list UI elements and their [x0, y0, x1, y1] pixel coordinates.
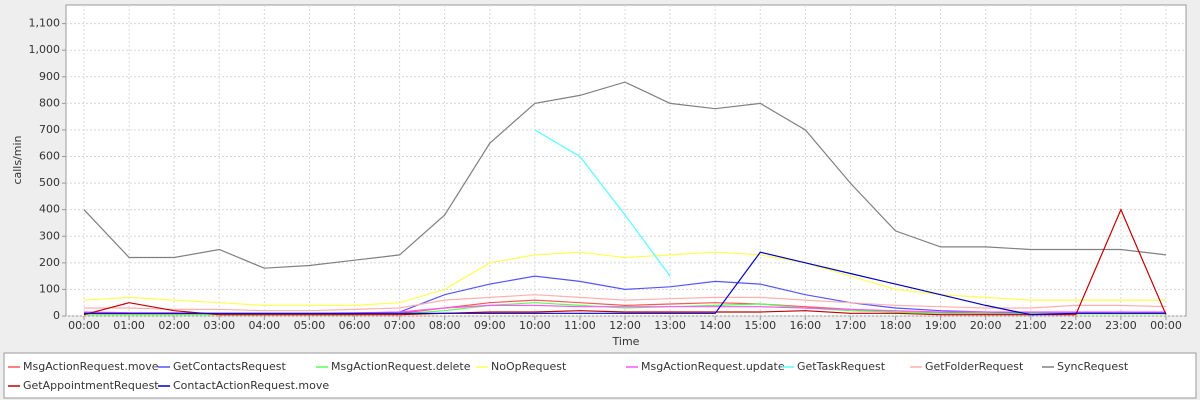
- x-tick-label: 22:00: [1060, 319, 1092, 332]
- x-tick-label: 00:00: [68, 319, 100, 332]
- x-tick-label: 10:00: [519, 319, 551, 332]
- series-line: [534, 129, 671, 277]
- plot-area: [65, 4, 1187, 317]
- y-tick-label: 900: [39, 70, 60, 83]
- series-line: [84, 251, 1166, 316]
- x-tick-label: 16:00: [789, 319, 821, 332]
- legend-label: NoOpRequest: [491, 360, 567, 373]
- y-tick-label: 1,000: [29, 43, 61, 56]
- x-tick-label: 04:00: [248, 319, 280, 332]
- series-line: [84, 294, 1167, 312]
- y-axis-title: calls/min: [11, 135, 24, 184]
- x-tick-label: 01:00: [113, 319, 145, 332]
- y-tick-label: 100: [39, 282, 60, 295]
- legend-label: MsgActionRequest.move: [23, 360, 159, 373]
- y-tick-label: 300: [39, 229, 60, 242]
- y-tick-label: 400: [39, 203, 60, 216]
- y-tick-label: 800: [39, 96, 60, 109]
- x-tick-label: 21:00: [1015, 319, 1047, 332]
- series-line: [83, 81, 1167, 269]
- legend-label: GetFolderRequest: [925, 360, 1024, 373]
- legend-label: SyncRequest: [1057, 360, 1129, 373]
- legend-label: GetAppointmentRequest: [23, 379, 159, 392]
- legend: [3, 352, 1197, 399]
- legend-label: GetTaskRequest: [797, 360, 886, 373]
- series-line: [83, 208, 1167, 316]
- legend-label: ContactActionRequest.move: [173, 379, 329, 392]
- x-tick-label: 23:00: [1105, 319, 1137, 332]
- x-tick-label: 03:00: [203, 319, 235, 332]
- y-tick-label: 200: [39, 256, 60, 269]
- y-tick-label: 0: [53, 309, 60, 322]
- x-tick-label: 00:00: [1150, 319, 1182, 332]
- x-tick-label: 12:00: [609, 319, 641, 332]
- x-tick-label: 13:00: [654, 319, 686, 332]
- x-axis-title: Time: [612, 335, 640, 348]
- x-tick-label: 14:00: [699, 319, 731, 332]
- x-tick-label: 11:00: [564, 319, 596, 332]
- x-tick-label: 02:00: [158, 319, 190, 332]
- x-tick-label: 18:00: [880, 319, 912, 332]
- x-tick-label: 05:00: [294, 319, 326, 332]
- x-tick-label: 08:00: [429, 319, 461, 332]
- y-tick-label: 600: [39, 150, 60, 163]
- legend-label: MsgActionRequest.update: [641, 360, 785, 373]
- x-tick-label: 17:00: [835, 319, 867, 332]
- x-tick-label: 20:00: [970, 319, 1002, 332]
- y-tick-label: 700: [39, 123, 60, 136]
- legend-label: GetContactsRequest: [173, 360, 287, 373]
- x-tick-label: 09:00: [474, 319, 506, 332]
- x-tick-label: 06:00: [339, 319, 371, 332]
- y-tick-label: 500: [39, 176, 60, 189]
- series-line: [83, 251, 1166, 306]
- x-tick-label: 07:00: [384, 319, 416, 332]
- legend-label: MsgActionRequest.delete: [331, 360, 471, 373]
- x-tick-label: 19:00: [925, 319, 957, 332]
- y-tick-label: 1,100: [29, 17, 61, 30]
- x-tick-label: 15:00: [744, 319, 776, 332]
